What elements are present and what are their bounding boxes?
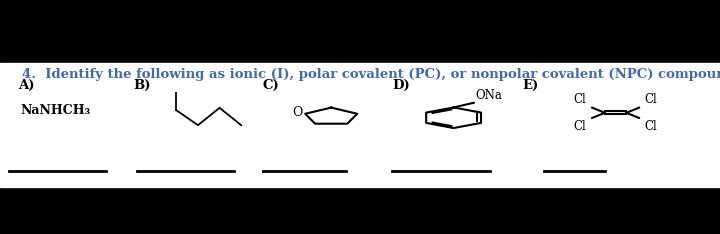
Text: ONa: ONa bbox=[475, 89, 502, 102]
Text: E): E) bbox=[522, 79, 539, 92]
Text: C): C) bbox=[263, 79, 279, 92]
Text: Cl: Cl bbox=[645, 120, 657, 133]
Text: B): B) bbox=[133, 79, 150, 92]
Text: 4.  Identify the following as ionic (I), polar covalent (PC), or nonpolar covale: 4. Identify the following as ionic (I), … bbox=[22, 68, 720, 81]
Bar bbox=[0, 63, 720, 187]
Text: Cl: Cl bbox=[645, 93, 657, 106]
Text: NaNHCH₃: NaNHCH₃ bbox=[20, 104, 90, 117]
Text: D): D) bbox=[392, 79, 410, 92]
Text: A): A) bbox=[18, 79, 35, 92]
Text: Cl: Cl bbox=[574, 93, 587, 106]
Text: O: O bbox=[292, 106, 302, 119]
Text: Cl: Cl bbox=[574, 120, 587, 133]
